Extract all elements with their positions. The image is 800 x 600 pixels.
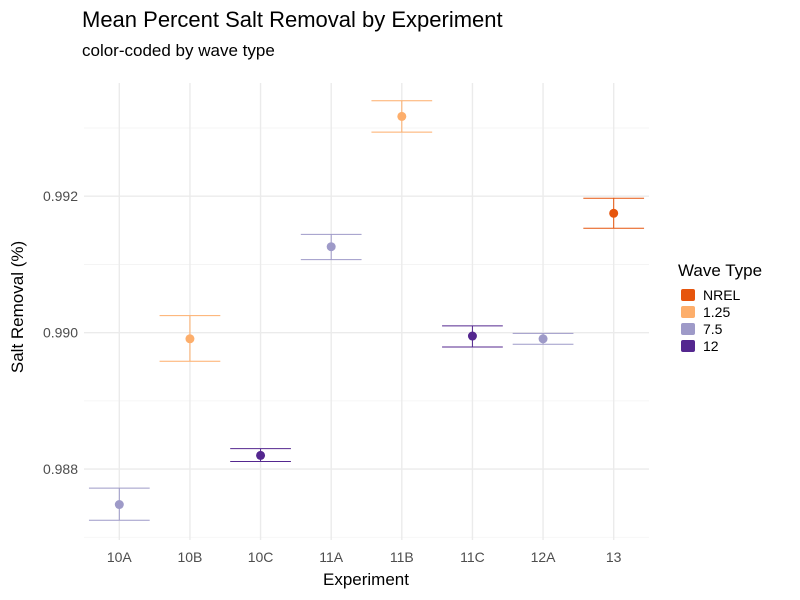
legend-item: 1.25 xyxy=(681,304,730,320)
legend-item: NREL xyxy=(681,287,741,303)
data-point-12A xyxy=(512,332,574,345)
x-tick-label: 10B xyxy=(177,549,202,565)
data-point-10A xyxy=(88,487,150,521)
tick-layer: 0.988 0.990 0.992 10A 10B 10C 11A 11B 11C 12A 13 xyxy=(43,188,622,565)
mean-point xyxy=(538,334,548,344)
x-tick-label: 11C xyxy=(460,549,485,565)
data-point-13 xyxy=(583,197,645,229)
legend-key xyxy=(681,340,695,352)
data-point-11B xyxy=(371,100,433,133)
y-tick-label: 0.988 xyxy=(43,461,78,477)
y-tick-label: 0.990 xyxy=(43,325,78,341)
legend-item: 7.5 xyxy=(681,321,723,337)
legend-key xyxy=(681,289,695,301)
legend-item: 12 xyxy=(681,338,719,354)
grid-layer xyxy=(84,83,649,540)
mean-point xyxy=(185,334,195,344)
mean-point xyxy=(467,331,477,341)
legend-label: 7.5 xyxy=(703,321,723,337)
x-tick-label: 12A xyxy=(531,549,557,565)
x-tick-label: 10C xyxy=(248,549,274,565)
x-tick-label: 10A xyxy=(107,549,133,565)
x-tick-label: 13 xyxy=(606,549,622,565)
chart-title: Mean Percent Salt Removal by Experiment xyxy=(82,7,503,32)
legend-label: 12 xyxy=(703,338,719,354)
mean-point xyxy=(609,208,619,218)
chart-subtitle: color-coded by wave type xyxy=(82,41,275,60)
mean-point xyxy=(326,242,336,252)
mean-point xyxy=(256,450,266,460)
legend-label: NREL xyxy=(703,287,741,303)
legend-key xyxy=(681,323,695,335)
data-point-10B xyxy=(159,315,221,362)
marks-layer xyxy=(88,100,645,521)
legend-title: Wave Type xyxy=(678,261,762,280)
legend-label: 1.25 xyxy=(703,304,730,320)
data-point-11C xyxy=(442,325,503,348)
x-tick-label: 11A xyxy=(319,549,344,565)
x-axis-title: Experiment xyxy=(323,570,409,589)
y-axis-title: Salt Removal (%) xyxy=(8,241,27,373)
data-point-10C xyxy=(230,448,291,463)
mean-point xyxy=(397,111,407,121)
x-tick-label: 11B xyxy=(390,549,414,565)
mean-point xyxy=(114,500,124,510)
data-point-11A xyxy=(300,233,362,261)
legend-key xyxy=(681,306,695,318)
y-tick-label: 0.992 xyxy=(43,188,78,204)
